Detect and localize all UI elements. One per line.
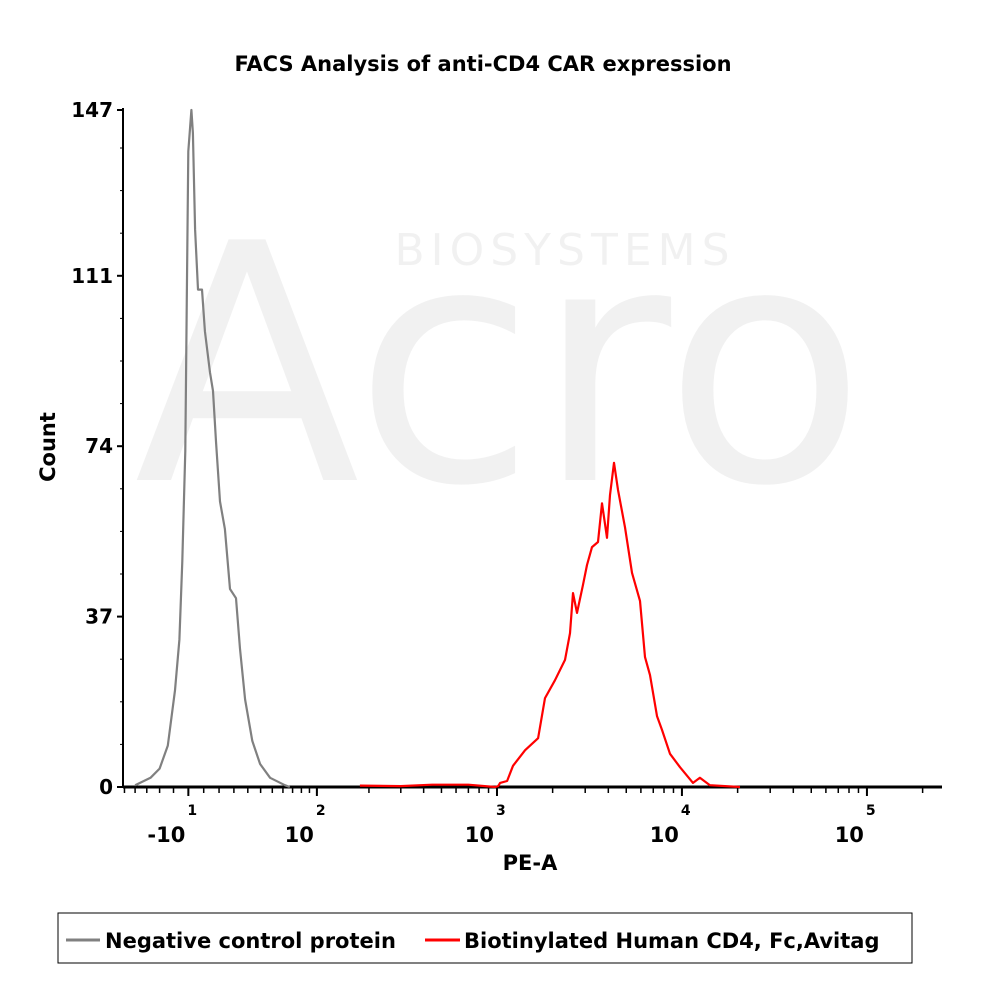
watermark: BIOSYSTEMS Acro [134, 174, 866, 558]
legend-label-negative: Negative control protein [105, 929, 396, 953]
svg-text:Acro: Acro [134, 174, 866, 558]
x-tick-label-exponent: 1 [187, 803, 197, 819]
x-axis-label: PE-A [503, 851, 558, 875]
y-tick-label: 147 [71, 98, 113, 122]
x-tick-label-base: 10 [650, 823, 679, 847]
x-tick-label-exponent: 3 [496, 803, 506, 819]
legend-label-cd4: Biotinylated Human CD4, Fc,Avitag [464, 929, 880, 953]
y-axis-label: Count [36, 412, 60, 482]
legend: Negative control protein Biotinylated Hu… [57, 912, 913, 964]
series-line-cd4 [359, 461, 741, 789]
series-line-negative-control [134, 108, 291, 789]
chart-title: FACS Analysis of anti-CD4 CAR expression [234, 52, 731, 76]
x-tick-label-exponent: 4 [681, 803, 691, 819]
x-tick-label-base: 10 [465, 823, 494, 847]
series-lines [134, 108, 741, 789]
y-tick-label: 74 [85, 434, 113, 458]
x-tick-label-exponent: 2 [316, 803, 326, 819]
x-tick-label-base: 10 [835, 823, 864, 847]
svg-text:BIOSYSTEMS: BIOSYSTEMS [394, 225, 735, 276]
x-tick-label-exponent: 5 [866, 803, 876, 819]
y-tick-label: 0 [99, 775, 113, 799]
x-tick-label-base: 10 [285, 823, 314, 847]
legend-box [57, 912, 913, 964]
y-tick-label: 111 [71, 264, 113, 288]
x-tick-label-base: -10 [147, 823, 185, 847]
y-tick-label: 37 [85, 605, 113, 629]
